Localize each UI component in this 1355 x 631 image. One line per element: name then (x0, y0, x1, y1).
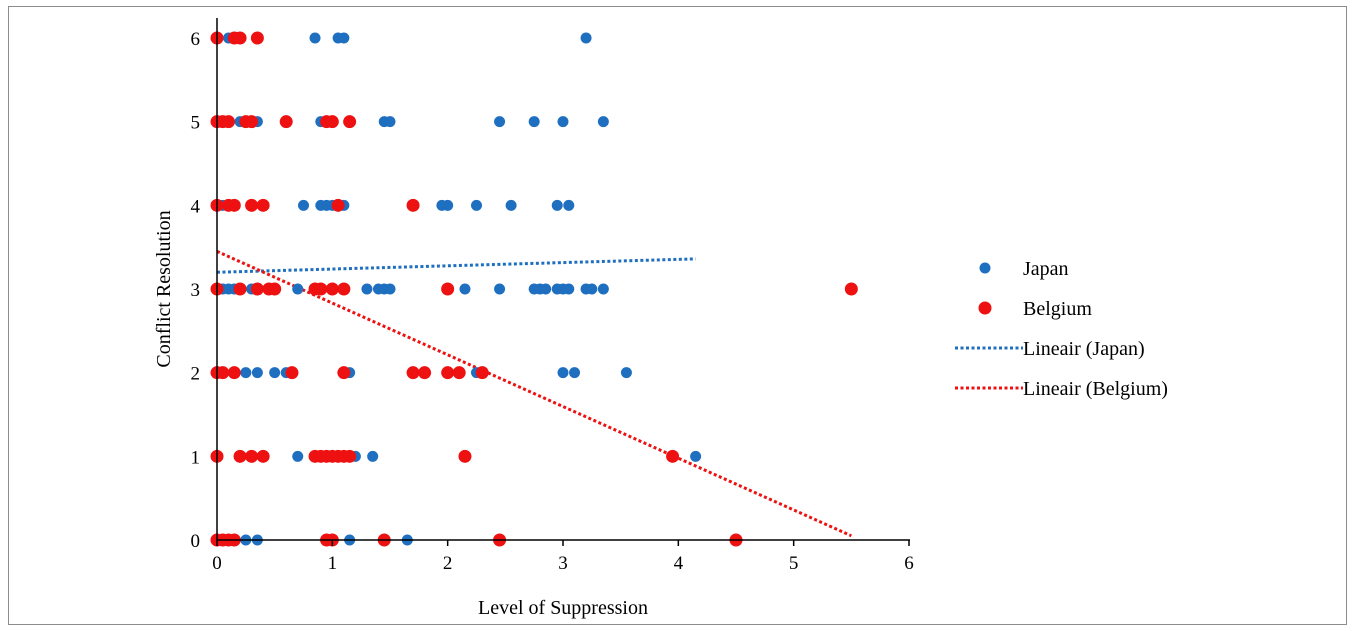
y-tick-label: 2 (191, 364, 201, 385)
point-belgium (233, 282, 247, 296)
y-tick-label: 0 (191, 531, 201, 552)
point-japan (292, 283, 304, 295)
points-layer (210, 31, 858, 547)
legend-marker-belgium (978, 301, 992, 315)
trendline-layer (216, 249, 852, 538)
point-belgium (245, 449, 259, 463)
y-tick-label: 3 (191, 280, 201, 301)
point-japan (551, 199, 563, 211)
point-japan (251, 367, 263, 379)
legend-marker-japan (979, 262, 991, 274)
point-japan (597, 283, 609, 295)
point-belgium (666, 449, 680, 463)
point-belgium (337, 282, 351, 296)
point-japan (292, 450, 304, 462)
trendline-lineair-belgium (216, 249, 852, 538)
point-japan (361, 283, 373, 295)
y-tick-labels: 0 1 2 3 4 5 6 (191, 29, 201, 552)
point-belgium (245, 198, 259, 212)
point-japan (240, 367, 252, 379)
point-belgium (343, 449, 357, 463)
point-belgium (250, 282, 264, 296)
x-tick-label: 6 (904, 553, 914, 574)
x-tick-label: 0 (212, 553, 222, 574)
legend-label-lineair-belgium: Lineair (Belgium) (1023, 378, 1168, 400)
point-belgium (233, 31, 247, 45)
point-belgium (268, 282, 282, 296)
point-belgium (343, 115, 357, 129)
point-belgium (452, 366, 466, 380)
point-belgium (325, 115, 339, 129)
legend-label-lineair-japan: Lineair (Japan) (1023, 338, 1145, 360)
y-tick-label: 1 (191, 447, 201, 468)
chart-frame (8, 6, 1347, 625)
point-japan (269, 367, 281, 379)
point-belgium (331, 198, 345, 212)
x-tick-labels: 0 1 2 3 4 5 6 (212, 540, 914, 574)
point-japan (557, 367, 569, 379)
point-japan (442, 199, 454, 211)
point-belgium (222, 115, 236, 129)
x-axis-title: Level of Suppression (478, 597, 648, 619)
point-belgium (245, 115, 259, 129)
point-japan (367, 450, 379, 462)
point-japan (494, 116, 506, 128)
point-belgium (227, 366, 241, 380)
point-japan (471, 199, 482, 211)
point-japan (540, 283, 552, 295)
point-belgium (285, 366, 299, 380)
point-belgium (441, 366, 455, 380)
point-belgium (441, 282, 455, 296)
point-japan (569, 367, 581, 379)
point-japan (528, 116, 540, 128)
point-japan (459, 283, 471, 295)
y-axis-title: Conflict Resolution (153, 210, 175, 367)
point-japan (505, 199, 517, 211)
point-belgium (216, 366, 230, 380)
point-belgium (314, 282, 328, 296)
point-belgium (250, 31, 264, 45)
point-belgium (256, 198, 270, 212)
point-japan (620, 367, 632, 379)
point-japan (586, 283, 598, 295)
point-japan (563, 199, 575, 211)
y-tick-label: 5 (191, 113, 201, 134)
point-japan (494, 283, 506, 295)
point-belgium (233, 449, 247, 463)
point-japan (563, 283, 575, 295)
point-belgium (337, 366, 351, 380)
point-japan (557, 116, 569, 128)
y-tick-label: 4 (191, 196, 201, 217)
point-japan (384, 283, 396, 295)
point-belgium (406, 198, 420, 212)
point-belgium (325, 282, 339, 296)
point-belgium (844, 282, 858, 296)
point-belgium (418, 366, 432, 380)
point-belgium (406, 366, 420, 380)
point-belgium (279, 115, 293, 129)
point-japan (298, 199, 309, 211)
x-tick-label: 1 (328, 553, 338, 574)
point-belgium (227, 198, 241, 212)
x-tick-label: 4 (674, 553, 684, 574)
x-tick-label: 2 (443, 553, 453, 574)
legend-label-belgium: Belgium (1023, 298, 1092, 320)
point-japan (580, 32, 592, 44)
legend-label-japan: Japan (1023, 258, 1069, 280)
y-tick-label: 6 (191, 29, 201, 50)
point-belgium (475, 366, 489, 380)
point-belgium (458, 449, 472, 463)
point-japan (597, 116, 609, 128)
x-tick-label: 3 (558, 553, 568, 574)
legend: Japan Belgium Lineair (Japan) Lineair (Belg… (955, 258, 1168, 400)
trendline-lineair-japan (216, 257, 696, 274)
point-japan (338, 32, 350, 44)
point-japan (309, 32, 321, 44)
point-japan (384, 116, 396, 128)
point-belgium (256, 449, 270, 463)
point-japan (690, 450, 702, 462)
x-tick-label: 5 (789, 553, 799, 574)
